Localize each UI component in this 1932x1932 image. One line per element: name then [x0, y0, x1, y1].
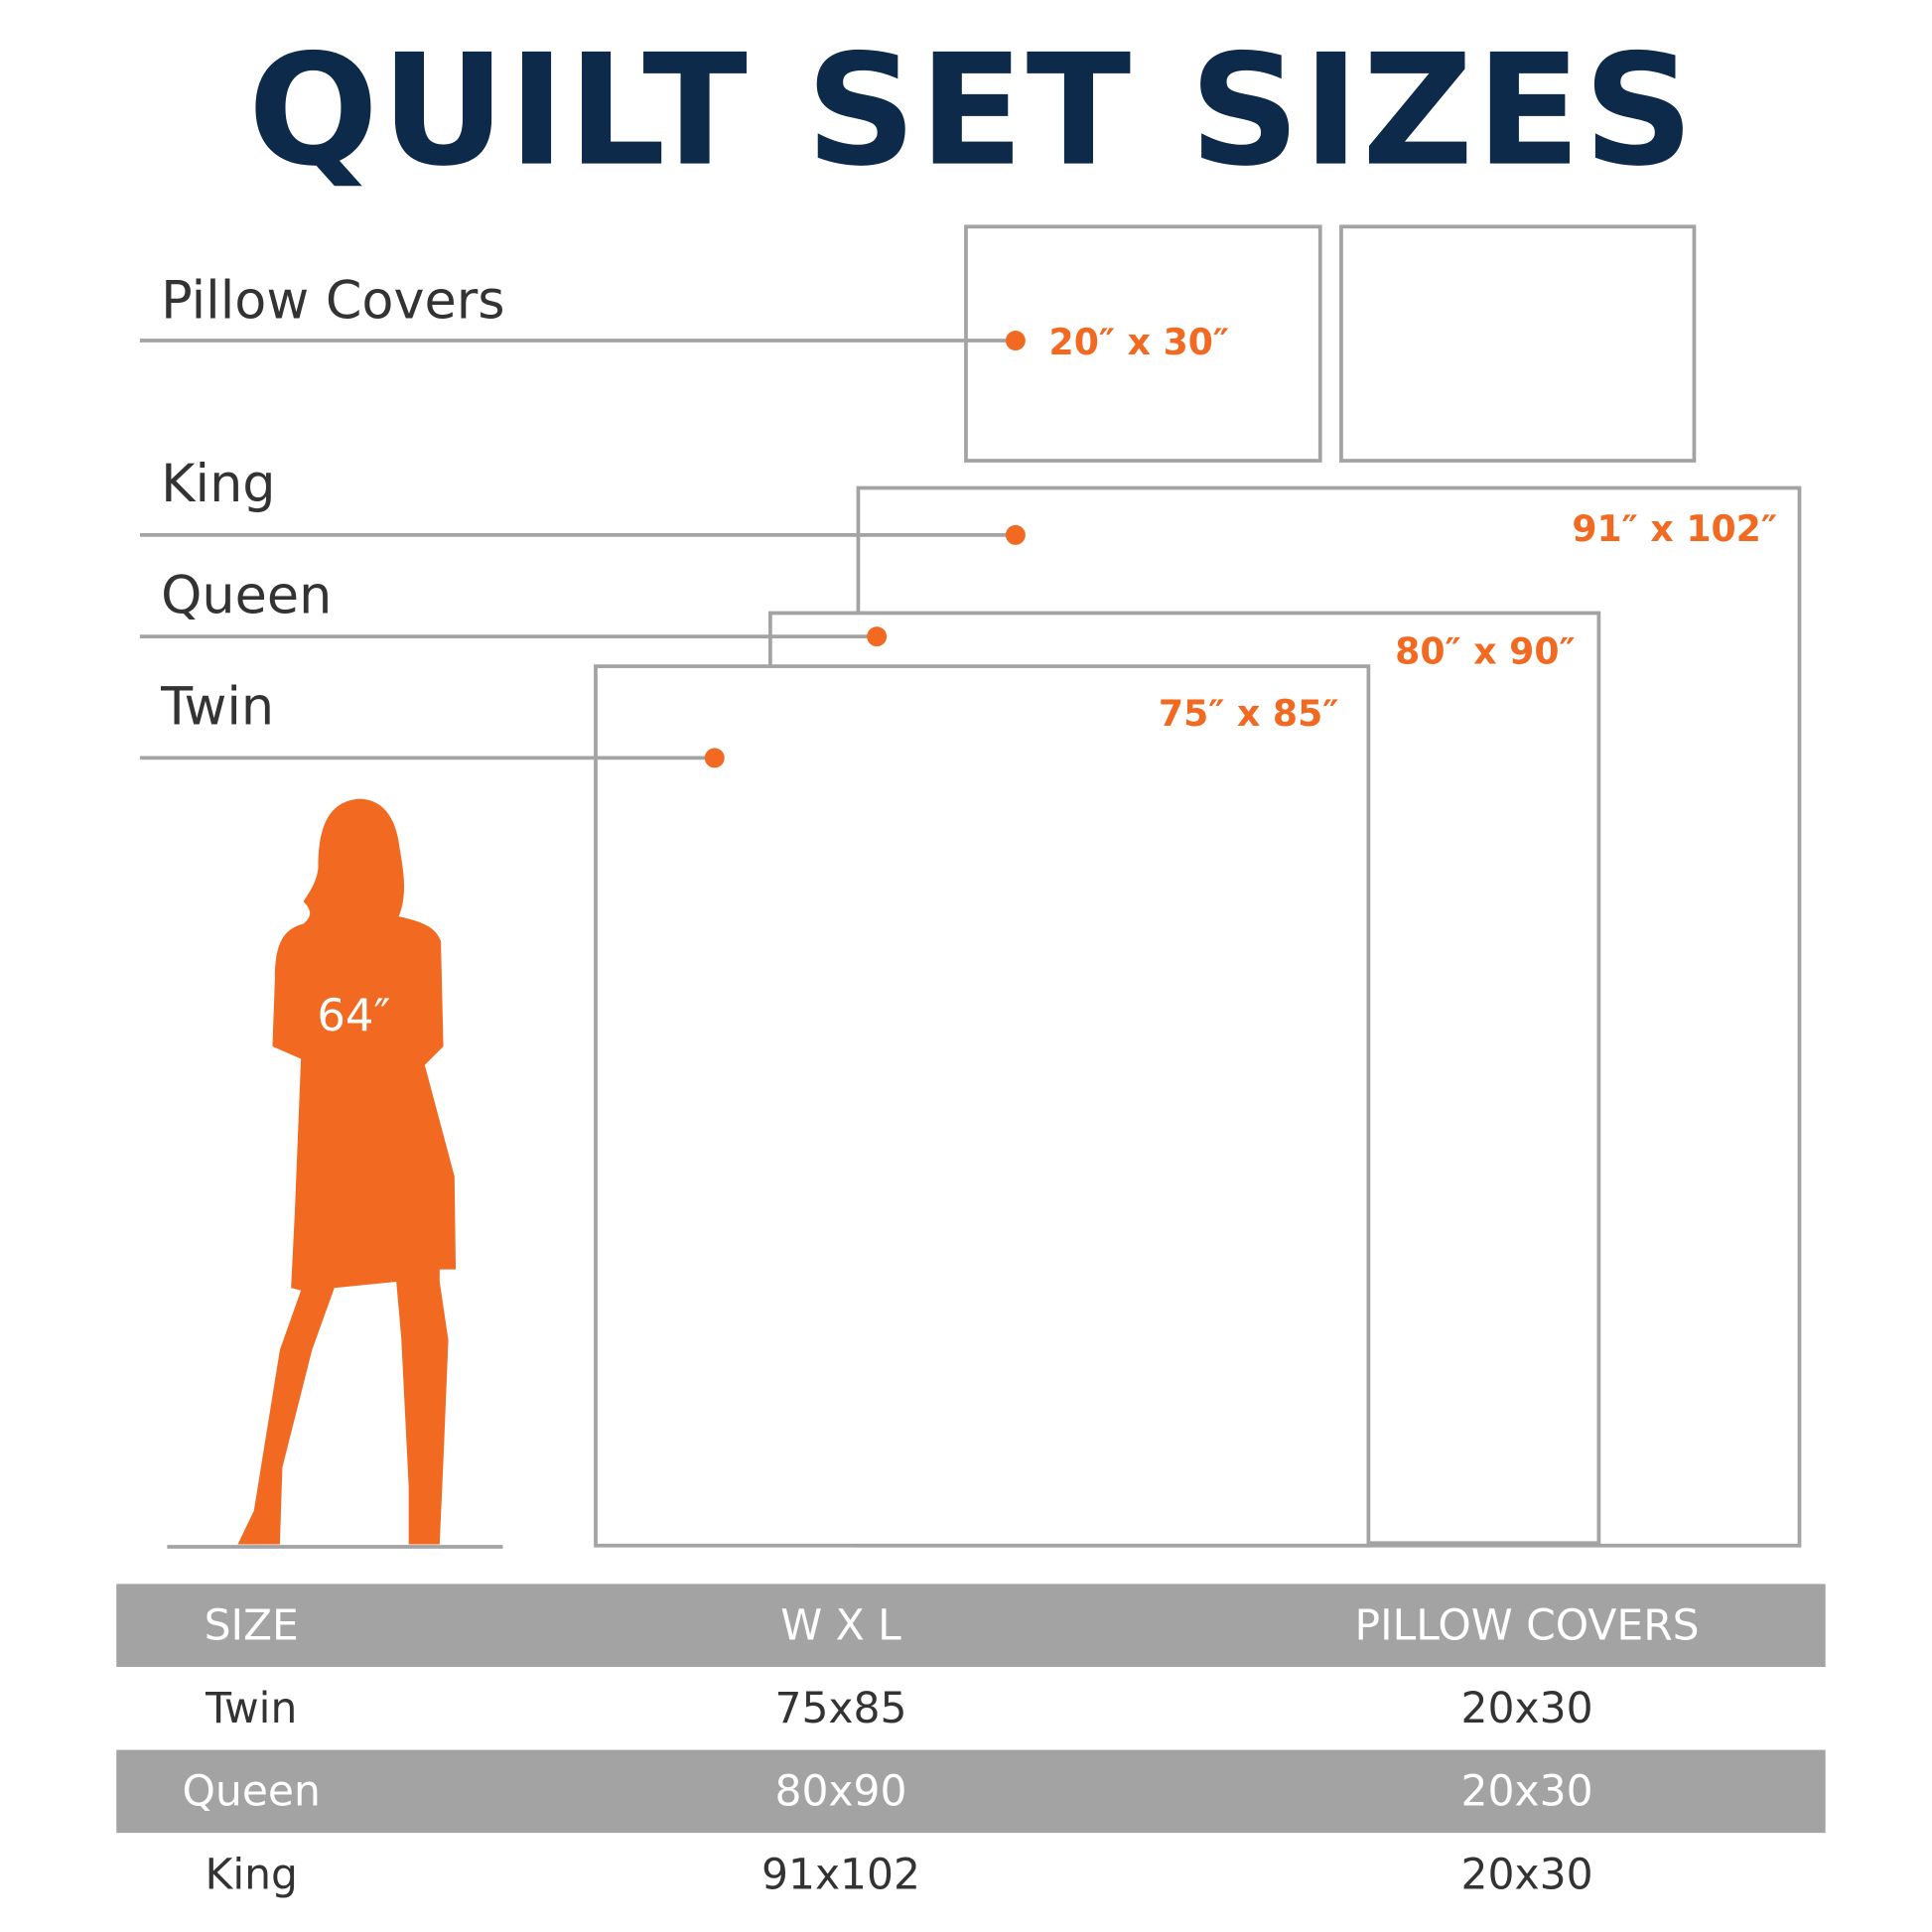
dimension-king: 91″ x 102″	[1572, 507, 1778, 550]
table-row: Twin 75x85 20x30	[116, 1667, 1825, 1750]
page-title: QUILT SET SIZES	[247, 22, 1697, 202]
pillow-dot	[1005, 331, 1026, 351]
cell-size: Twin	[206, 1683, 298, 1733]
cell-wxl: 80x90	[774, 1766, 907, 1817]
queen-dot	[867, 626, 888, 647]
pillow-cover-outline-2	[1339, 224, 1697, 463]
cell-pillow: 20x30	[1460, 1683, 1593, 1733]
cell-pillow: 20x30	[1460, 1849, 1593, 1899]
twin-outline	[594, 664, 1371, 1548]
king-dot	[1005, 524, 1026, 545]
table-row: Queen 80x90 20x30	[116, 1749, 1826, 1834]
table-row: King 91x102 20x30	[116, 1833, 1825, 1916]
dimension-pillow: 20″ x 30″	[1048, 321, 1230, 363]
woman-silhouette-icon	[237, 798, 457, 1545]
label-king: King	[161, 453, 276, 514]
header-wxl: W X L	[780, 1600, 901, 1651]
dimension-twin: 75″ x 85″	[1158, 692, 1339, 735]
label-pillow-covers: Pillow Covers	[161, 269, 505, 332]
header-pillow-covers: PILLOW COVERS	[1354, 1600, 1700, 1651]
cell-pillow: 20x30	[1460, 1766, 1593, 1817]
label-twin: Twin	[161, 676, 275, 738]
size-table: SIZE W X L PILLOW COVERS Twin 75x85 20x3…	[116, 1584, 1826, 1916]
label-queen: Queen	[161, 564, 333, 625]
cell-wxl: 91x102	[760, 1849, 920, 1899]
header-size: SIZE	[204, 1600, 299, 1651]
person-height-label: 64″	[317, 990, 391, 1042]
pillow-cover-outline-1	[964, 224, 1322, 463]
dimension-queen: 80″ x 90″	[1395, 629, 1576, 673]
cell-size: King	[205, 1849, 298, 1899]
cell-size: Queen	[182, 1766, 321, 1817]
cell-wxl: 75x85	[774, 1683, 907, 1733]
table-header: SIZE W X L PILLOW COVERS	[116, 1584, 1826, 1668]
twin-dot	[704, 748, 725, 768]
